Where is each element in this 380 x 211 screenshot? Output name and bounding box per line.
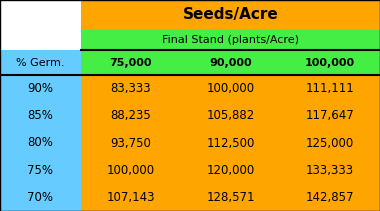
Bar — [81, 30, 380, 50]
Text: 100,000: 100,000 — [206, 82, 255, 95]
Text: 125,000: 125,000 — [306, 137, 354, 150]
Text: 90,000: 90,000 — [209, 58, 252, 68]
Text: 75%: 75% — [27, 164, 54, 177]
Text: 80%: 80% — [28, 137, 54, 150]
Bar — [0, 157, 81, 184]
Text: 133,333: 133,333 — [306, 164, 354, 177]
Text: 111,111: 111,111 — [306, 82, 355, 95]
Text: 70%: 70% — [27, 191, 54, 204]
Text: 100,000: 100,000 — [107, 164, 155, 177]
Text: % Germ.: % Germ. — [16, 58, 65, 68]
Bar — [0, 75, 81, 102]
Text: 105,882: 105,882 — [206, 109, 255, 122]
Text: Final Stand (plants/Acre): Final Stand (plants/Acre) — [162, 35, 299, 45]
Bar — [81, 184, 380, 211]
Bar — [81, 50, 380, 75]
Bar — [81, 0, 380, 30]
Text: 142,857: 142,857 — [306, 191, 355, 204]
Text: Seeds/Acre: Seeds/Acre — [183, 8, 279, 23]
Text: 90%: 90% — [27, 82, 54, 95]
Bar — [81, 129, 380, 157]
Bar — [0, 129, 81, 157]
Text: 93,750: 93,750 — [111, 137, 151, 150]
Text: 88,235: 88,235 — [111, 109, 151, 122]
Text: 117,647: 117,647 — [306, 109, 355, 122]
Bar — [0, 50, 81, 75]
Text: 107,143: 107,143 — [106, 191, 155, 204]
Bar — [81, 75, 380, 102]
Text: 85%: 85% — [28, 109, 54, 122]
Bar — [0, 184, 81, 211]
Bar — [0, 30, 81, 50]
Bar — [0, 102, 81, 129]
Bar — [81, 102, 380, 129]
Bar — [81, 157, 380, 184]
Text: 100,000: 100,000 — [305, 58, 355, 68]
Text: 83,333: 83,333 — [111, 82, 151, 95]
Text: 120,000: 120,000 — [206, 164, 255, 177]
Text: 75,000: 75,000 — [109, 58, 152, 68]
Bar — [0, 0, 81, 30]
Text: 112,500: 112,500 — [206, 137, 255, 150]
Text: 128,571: 128,571 — [206, 191, 255, 204]
